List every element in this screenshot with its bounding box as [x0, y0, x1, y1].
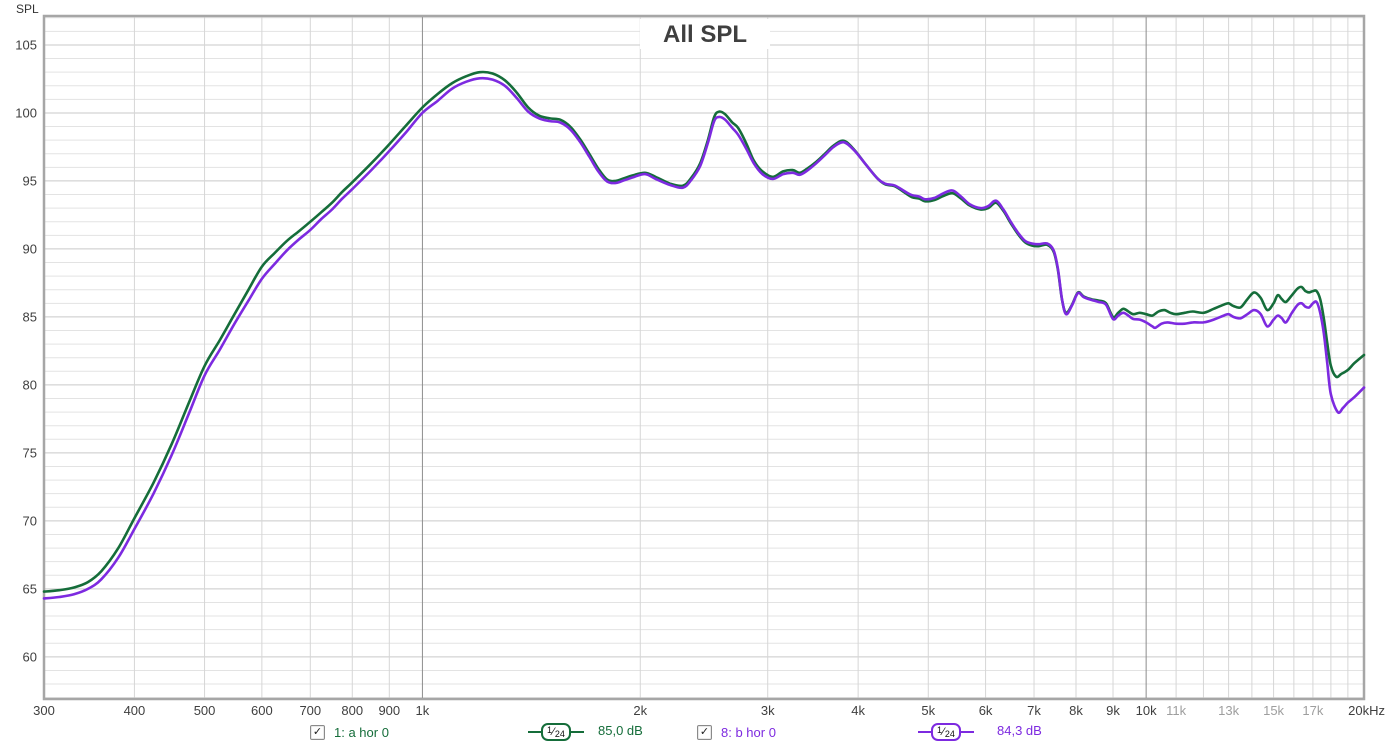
x-axis-tick-label: 400	[124, 703, 146, 718]
legend-row: ✓ 1: a hor 0 1 ⁄ 24 85,0 dB ✓ 8: b hor 0 1…	[0, 721, 1385, 747]
trace-line-segment	[570, 731, 584, 733]
chart-title: All SPL	[663, 21, 747, 48]
x-axis-tick-label: 4k	[851, 703, 865, 718]
trace-line-segment	[918, 731, 931, 733]
x-axis-tick-label: 11k	[1166, 703, 1186, 718]
x-axis-tick-label: 10k	[1136, 703, 1157, 718]
trace-line-segment	[528, 731, 541, 733]
legend-label-b: 8: b hor 0	[721, 724, 776, 740]
x-axis-tick-label: 900	[378, 703, 400, 718]
smoothing-badge-a[interactable]: 1 ⁄ 24	[528, 721, 584, 743]
legend-item-a: ✓ 1: a hor 0	[310, 721, 389, 743]
title-backing	[640, 19, 770, 49]
checkbox-series-a[interactable]: ✓	[310, 724, 325, 740]
legend-item-b: ✓ 8: b hor 0	[697, 721, 776, 743]
checkbox-check-icon: ✓	[312, 725, 323, 738]
x-axis-tick-label: 15k	[1263, 703, 1284, 718]
y-axis-tick-label: 95	[23, 173, 37, 188]
smoothing-numerator: 1	[547, 724, 553, 735]
series-trace-a	[42, 70, 1366, 593]
legend-level-a: 85,0 dB	[598, 723, 643, 738]
trace-line-segment	[960, 731, 974, 733]
y-axis-tick-label: 105	[15, 37, 37, 52]
smoothing-denominator: 24	[944, 728, 955, 739]
y-axis-tick-label: 65	[23, 581, 37, 596]
x-axis-tick-label: 20kHz	[1348, 703, 1385, 718]
x-axis-tick-label: 9k	[1106, 703, 1120, 718]
spl-chart[interactable]: 60 65 70 75 80 85 90 95 100 105 300 400 500 600 700 800…	[0, 0, 1385, 720]
smoothing-badge-b[interactable]: 1 ⁄ 24	[918, 721, 974, 743]
x-axis-tick-label: 2k	[633, 703, 647, 718]
x-axis-tick-label: 1k	[416, 703, 430, 718]
legend-label-a: 1: a hor 0	[334, 724, 389, 740]
x-axis-tick-label: 500	[194, 703, 216, 718]
x-axis-tick-label: 600	[251, 703, 273, 718]
x-axis-tick-label: 3k	[761, 703, 775, 718]
x-axis-tick-label: 13k	[1218, 703, 1239, 718]
x-axis-tick-label: 8k	[1069, 703, 1083, 718]
smoothing-fraction-badge: 1 ⁄ 24	[931, 723, 961, 741]
series-trace-b	[42, 76, 1366, 600]
y-axis-tick-label: 60	[23, 649, 37, 664]
x-axis-tick-label: 700	[299, 703, 321, 718]
fraction-slash: ⁄	[552, 726, 555, 738]
x-axis-tick-label: 7k	[1027, 703, 1041, 718]
x-axis-tick-label: 300	[33, 703, 55, 718]
checkbox-series-b[interactable]: ✓	[697, 724, 712, 740]
x-axis-tick-label: 5k	[921, 703, 935, 718]
fraction-slash: ⁄	[942, 726, 945, 738]
y-axis-unit-label: SPL	[16, 2, 39, 16]
checkbox-check-icon: ✓	[699, 725, 710, 738]
smoothing-fraction-badge: 1 ⁄ 24	[541, 723, 571, 741]
x-axis-tick-label: 800	[341, 703, 363, 718]
y-axis-tick-label: 75	[23, 445, 37, 460]
y-axis-tick-label: 100	[15, 105, 37, 120]
y-axis-tick-label: 80	[23, 377, 37, 392]
legend-level-b: 84,3 dB	[997, 723, 1042, 738]
y-axis-tick-label: 70	[23, 513, 37, 528]
gridlines	[43, 16, 1365, 699]
y-axis-tick-label: 90	[23, 241, 37, 256]
x-axis-tick-label: 17k	[1302, 703, 1323, 718]
x-axis-tick-label: 6k	[979, 703, 993, 718]
smoothing-numerator: 1	[937, 724, 943, 735]
smoothing-denominator: 24	[554, 728, 565, 739]
plot-border	[42, 14, 1366, 701]
y-axis-tick-label: 85	[23, 309, 37, 324]
